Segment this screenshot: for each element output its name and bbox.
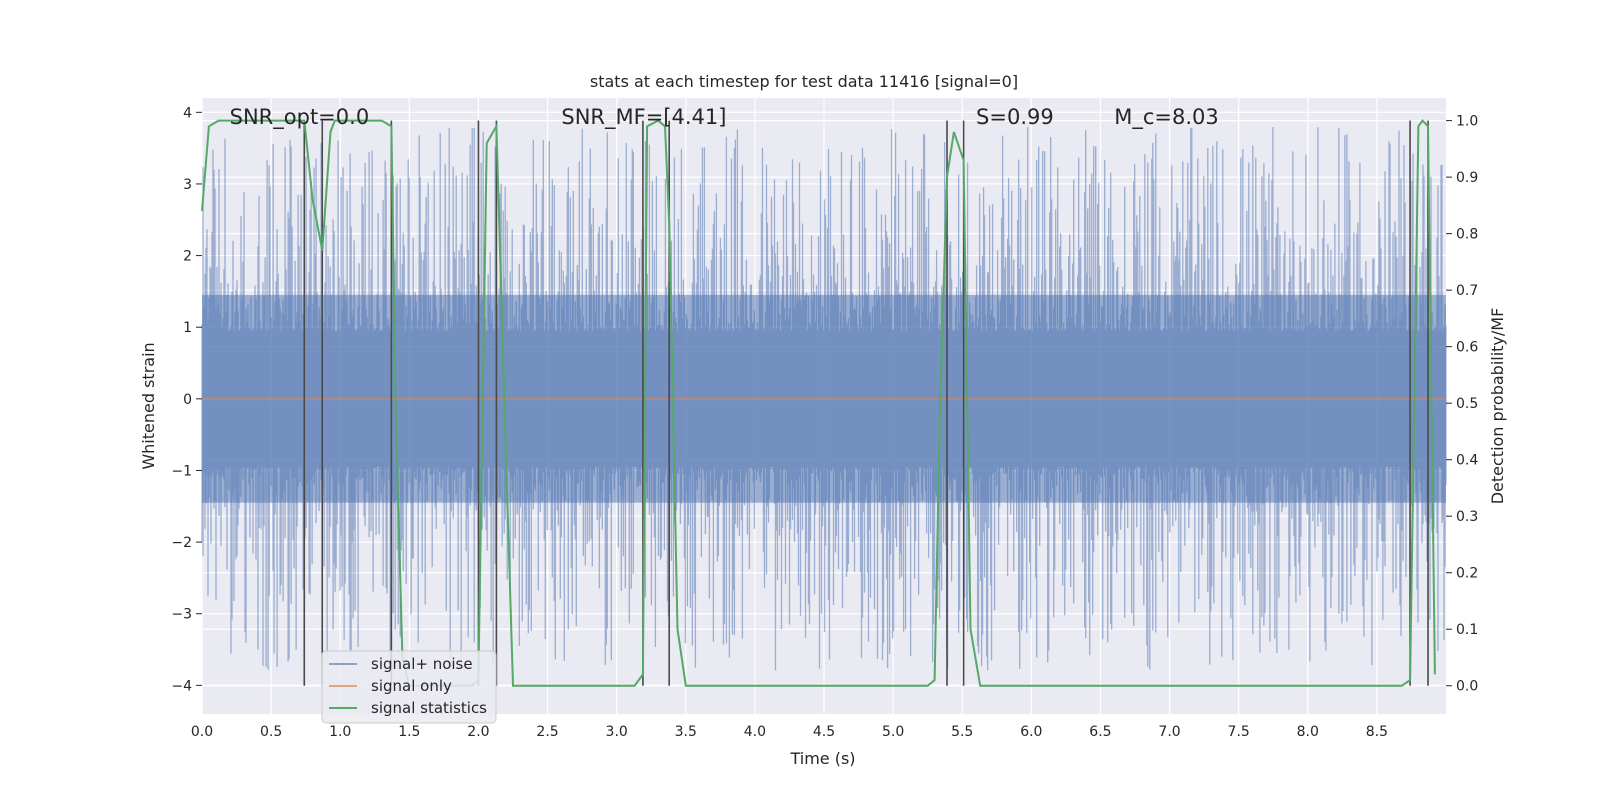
x-tick-label: 6.5 — [1089, 724, 1111, 740]
y-tick-label: 3 — [183, 177, 192, 193]
series-signal-statistics — [201, 119, 1436, 687]
x-tick-label: 2.5 — [536, 724, 558, 740]
legend-box — [321, 650, 497, 724]
y-tick-label: −4 — [171, 678, 192, 694]
x-tick-label: 8.0 — [1297, 724, 1319, 740]
x-tick-label: 0.5 — [260, 724, 282, 740]
x-tick-label: 5.5 — [951, 724, 973, 740]
y-tick-label: 1 — [183, 320, 192, 336]
legend-label-signal-statistics: signal statistics — [371, 699, 487, 717]
x-tick-label: 7.5 — [1228, 724, 1250, 740]
annotation-text: SNR_opt=0.0 — [230, 105, 370, 130]
annotation-text: SNR_MF=[4.41] — [561, 105, 726, 130]
x-tick-label: 5.0 — [882, 724, 904, 740]
x-tick-label: 2.0 — [467, 724, 489, 740]
x-tick-label: 4.5 — [813, 724, 835, 740]
y-tick-label: −2 — [171, 535, 192, 551]
y2-tick-label: 0.8 — [1456, 227, 1478, 243]
legend-label-signal-only: signal only — [371, 677, 452, 695]
x-axis-label: Time (s) — [789, 749, 855, 768]
x-tick-label: 0.0 — [191, 724, 213, 740]
annotation-text: M_c=8.03 — [1114, 105, 1219, 130]
y2-tick-label: 0.5 — [1456, 396, 1478, 412]
y2-tick-label: 1.0 — [1456, 114, 1478, 130]
chart-title: stats at each timestep for test data 114… — [590, 72, 1018, 91]
x-tick-label: 1.5 — [398, 724, 420, 740]
legend-label-signal-noise: signal+ noise — [371, 655, 473, 673]
y2-tick-label: 0.1 — [1456, 622, 1478, 638]
y-axis-ticks: 4 3 2 1 0 −1 −2 −3 −4 — [171, 105, 202, 694]
y2-tick-label: 0.9 — [1456, 170, 1478, 186]
x-tick-label: 3.5 — [675, 724, 697, 740]
x-tick-label: 4.0 — [744, 724, 766, 740]
annotations: SNR_opt=0.0 SNR_MF=[4.41] S=0.99 M_c=8.03 — [230, 105, 1219, 130]
x-tick-label: 3.0 — [606, 724, 628, 740]
legend: signal+ noise signal only signal statist… — [321, 650, 497, 724]
x-tick-label: 8.5 — [1366, 724, 1388, 740]
x-tick-label: 6.0 — [1020, 724, 1042, 740]
x-tick-label: 1.0 — [329, 724, 351, 740]
y-tick-label: 2 — [183, 249, 192, 265]
y2-tick-label: 0.0 — [1456, 679, 1478, 695]
y2-tick-label: 0.3 — [1456, 509, 1478, 525]
x-axis-ticks: 0.0 0.5 1.0 1.5 2.0 2.5 3.0 3.5 4.0 4.5 5.0 5.5 6.0 6… — [191, 724, 1388, 740]
y-tick-label: −3 — [171, 607, 192, 623]
y2-tick-label: 0.7 — [1456, 283, 1478, 299]
y2-tick-label: 0.6 — [1456, 340, 1478, 356]
signal-statistics-line — [201, 119, 1436, 687]
y-tick-label: −1 — [171, 463, 192, 479]
y2-axis-label: Detection probability/MF — [1488, 308, 1507, 505]
x-tick-label: 7.0 — [1158, 724, 1180, 740]
y-tick-label: 0 — [183, 392, 192, 408]
y-tick-label: 4 — [183, 105, 192, 121]
annotation-text: S=0.99 — [976, 105, 1054, 129]
y2-axis-ticks: 1.0 0.9 0.8 0.7 0.6 0.5 0.4 0.3 0.2 0.1 0.0 — [1446, 114, 1478, 695]
y-axis-label: Whitened strain — [139, 342, 158, 469]
y2-tick-label: 0.4 — [1456, 453, 1478, 469]
y2-tick-label: 0.2 — [1456, 566, 1478, 582]
